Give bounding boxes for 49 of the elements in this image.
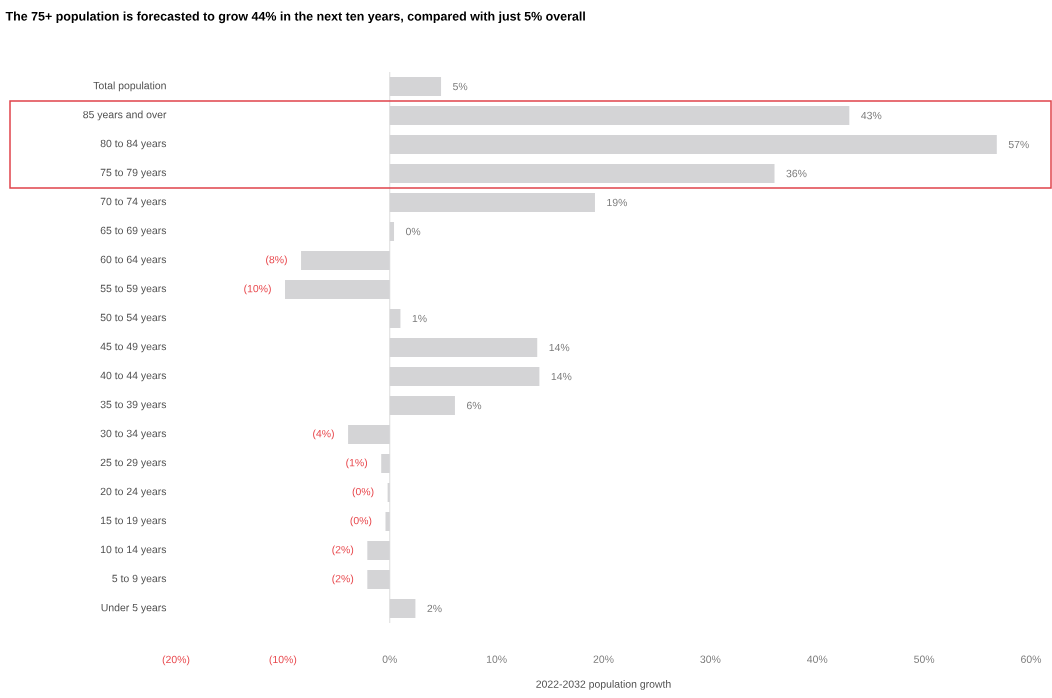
data-label: 36% xyxy=(786,169,807,178)
y-tick-label: 65 to 69 years xyxy=(100,226,167,237)
y-tick-label: 10 to 14 years xyxy=(100,545,167,556)
data-label: 1% xyxy=(412,314,427,323)
y-tick-label: 50 to 54 years xyxy=(100,313,167,324)
data-label: (2%) xyxy=(332,545,354,556)
data-label: 2% xyxy=(427,604,442,613)
data-label: 6% xyxy=(467,401,482,410)
data-label: (10%) xyxy=(244,284,271,295)
y-tick-label: Total population xyxy=(93,81,166,92)
data-label: 14% xyxy=(551,372,572,381)
data-label: 0% xyxy=(405,227,421,236)
x-tick-label: 30% xyxy=(700,655,721,663)
y-tick-label: 55 to 59 years xyxy=(100,284,167,295)
data-label: (0%) xyxy=(350,516,372,527)
x-tick-label: (10%) xyxy=(269,655,297,666)
data-label: 57% xyxy=(1008,140,1029,149)
y-tick-label: 40 to 44 years xyxy=(100,371,167,382)
y-tick-label: 25 to 29 years xyxy=(100,458,167,469)
data-label: (8%) xyxy=(266,255,287,266)
data-label: 19% xyxy=(607,198,628,207)
chart-title: The 75+ population is forecasted to grow 44% in the next ten years, compared with just 5% overall xyxy=(5,11,585,24)
y-tick-label: 85 years and over xyxy=(83,110,167,121)
y-tick-label: 60 to 64 years xyxy=(100,255,167,266)
data-label: 43% xyxy=(861,111,882,120)
data-label: (4%) xyxy=(313,429,334,440)
y-tick-label: 30 to 34 years xyxy=(100,429,167,440)
data-label: (0%) xyxy=(352,487,374,498)
data-label: 14% xyxy=(549,343,570,352)
data-label: (2%) xyxy=(332,574,354,585)
x-tick-label: 0% xyxy=(382,655,397,663)
y-tick-label: 20 to 24 years xyxy=(100,487,167,498)
data-label: (1%) xyxy=(346,458,368,469)
y-tick-label: 15 to 19 years xyxy=(100,516,167,527)
x-tick-label: (20%) xyxy=(162,655,190,666)
y-tick-label: 80 to 84 years xyxy=(100,139,167,150)
y-tick-label: 45 to 49 years xyxy=(100,342,167,353)
y-tick-label: 70 to 74 years xyxy=(100,197,167,208)
y-tick-label: 5 to 9 years xyxy=(112,574,167,585)
x-tick-label: 50% xyxy=(914,655,935,663)
data-label: 5% xyxy=(453,82,468,91)
x-tick-label: 40% xyxy=(807,655,828,663)
y-tick-label: 35 to 39 years xyxy=(100,400,167,411)
x-tick-label: 20% xyxy=(593,655,614,663)
y-tick-label: Under 5 years xyxy=(101,603,167,614)
x-tick-label: 60% xyxy=(1021,655,1042,663)
x-tick-label: 10% xyxy=(486,655,507,663)
y-tick-label: 75 to 79 years xyxy=(100,168,167,179)
x-axis-title: 2022-2032 population growth xyxy=(536,680,671,690)
